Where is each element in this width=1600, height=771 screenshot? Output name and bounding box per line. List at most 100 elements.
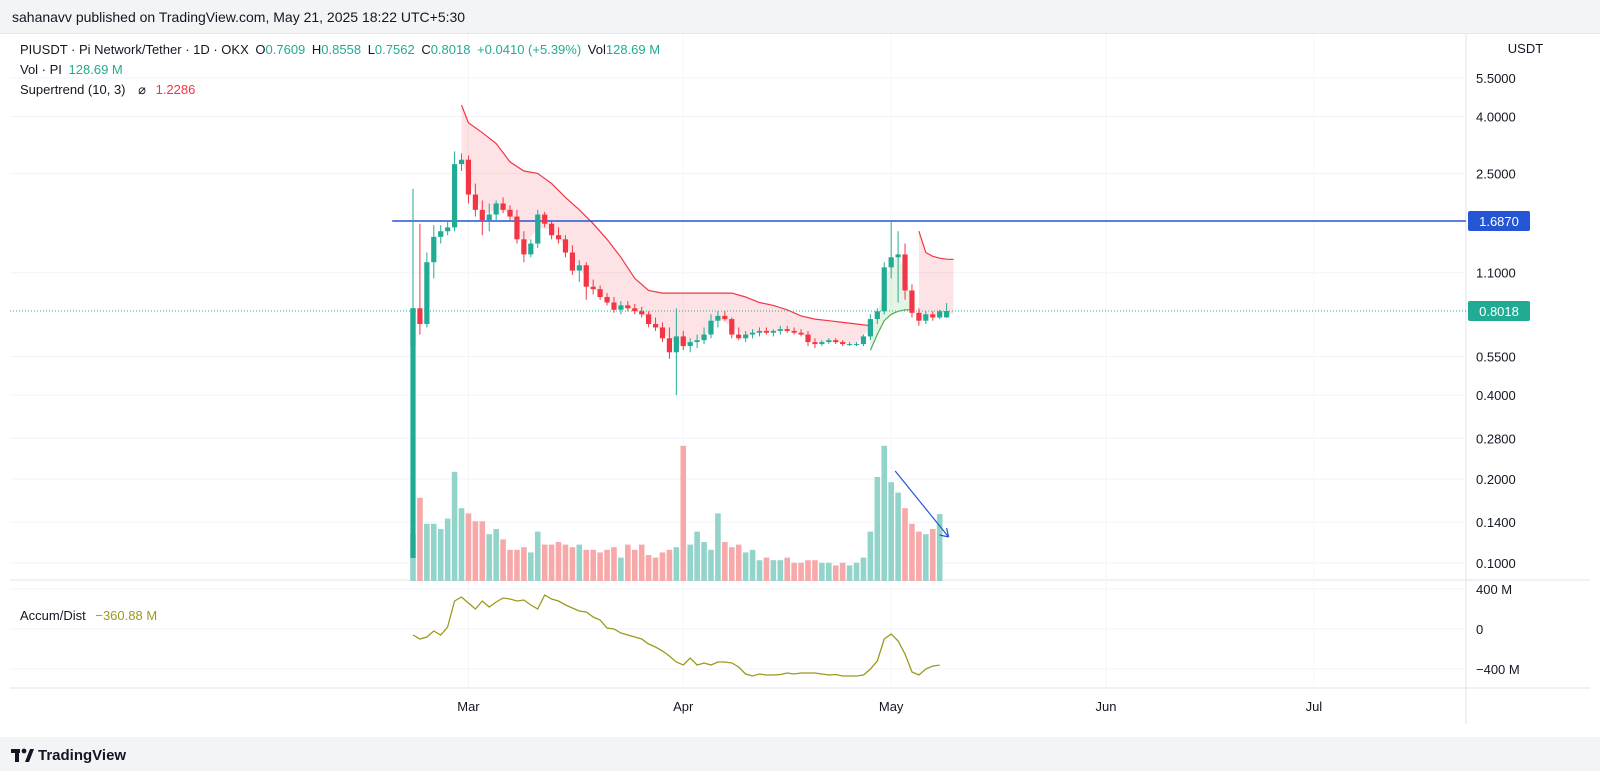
volume-bar[interactable] [673,547,680,581]
candle-body[interactable] [666,338,673,353]
candle-body[interactable] [867,319,873,337]
volume-bar[interactable] [541,544,548,581]
supertrend-bull-line[interactable] [869,309,912,351]
volume-bar[interactable] [666,549,673,581]
volume-bar[interactable] [486,534,493,581]
volume-bar[interactable] [659,552,666,581]
candle-body[interactable] [486,214,492,221]
candle-body[interactable] [909,290,915,313]
supertrend-bear-line[interactable] [460,104,871,327]
candle-body[interactable] [798,332,804,335]
volume-bar[interactable] [576,544,583,581]
volume-bar[interactable] [839,562,846,581]
candle-body[interactable] [749,332,756,335]
candle-body[interactable] [507,209,513,217]
candle-body[interactable] [944,311,950,318]
volume-bar[interactable] [597,552,603,581]
candle-body[interactable] [812,342,818,345]
volume-bar[interactable] [562,544,569,581]
accum-dist-line[interactable] [412,594,940,677]
volume-bar[interactable] [860,557,867,581]
volume-bar[interactable] [929,529,936,581]
volume-bar[interactable] [735,544,742,581]
volume-bar[interactable] [763,557,770,581]
volume-bar[interactable] [722,542,728,581]
candle-body[interactable] [701,334,707,341]
volume-bar[interactable] [853,562,860,581]
candle-body[interactable] [743,334,749,339]
candle-body[interactable] [826,340,832,343]
candle-body[interactable] [514,216,520,240]
candle-body[interactable] [722,315,728,320]
volume-bar[interactable] [472,521,479,581]
candle-body[interactable] [673,336,679,353]
tradingview-brand[interactable]: TradingView [38,747,127,764]
volume-bar[interactable] [777,560,784,581]
candle-body[interactable] [860,336,867,345]
volume-bar[interactable] [784,557,791,581]
candle-body[interactable] [652,324,659,328]
candle-body[interactable] [646,314,652,325]
volume-bar[interactable] [694,531,700,581]
candle-body[interactable] [639,311,645,315]
candle-body[interactable] [549,223,555,236]
candle-body[interactable] [763,330,770,333]
candle-body[interactable] [805,334,811,343]
candle-body[interactable] [465,159,472,195]
volume-bar[interactable] [465,513,472,581]
volume-bar[interactable] [749,549,756,581]
candle-body[interactable] [583,265,589,287]
candle-body[interactable] [528,243,534,255]
volume-bar[interactable] [479,521,486,581]
candle-body[interactable] [659,327,666,339]
candle-body[interactable] [535,214,541,244]
candle-body[interactable] [472,194,478,210]
volume-legend-line[interactable]: Vol · PI 128.69 M [20,60,663,80]
supertrend-legend-line[interactable]: Supertrend (10, 3) ⌀ 1.2286 [20,80,663,100]
candle-body[interactable] [680,336,686,347]
volume-bar[interactable] [417,497,423,581]
volume-bar[interactable] [902,508,908,581]
volume-bar[interactable] [881,445,888,581]
volume-bar[interactable] [728,547,735,581]
volume-bar[interactable] [451,471,458,581]
volume-bar[interactable] [514,549,520,581]
candle-body[interactable] [715,315,721,321]
volume-bar[interactable] [625,544,631,581]
candle-body[interactable] [424,262,430,325]
volume-bar[interactable] [680,445,687,581]
candle-body[interactable] [562,239,569,253]
volume-bar[interactable] [493,529,499,581]
volume-bar[interactable] [742,552,749,581]
symbol-legend-line[interactable]: PIUSDT · Pi Network/Tether · 1D · OKX O0… [20,40,663,60]
candle-body[interactable] [888,257,894,268]
candle-body[interactable] [687,342,693,347]
candle-body[interactable] [895,254,901,258]
volume-bar[interactable] [618,557,624,581]
candle-body[interactable] [500,203,506,210]
candle-body[interactable] [881,267,887,312]
volume-bar[interactable] [812,560,818,581]
candle-body[interactable] [729,319,735,335]
candle-body[interactable] [770,330,776,333]
volume-bar[interactable] [424,523,430,581]
candle-body[interactable] [576,265,582,271]
volume-bar[interactable] [500,539,506,581]
volume-bar[interactable] [832,565,839,581]
candle-body[interactable] [625,305,631,309]
candle-body[interactable] [611,302,617,310]
volume-bar[interactable] [631,549,638,581]
candle-body[interactable] [819,342,825,345]
candle-body[interactable] [521,239,527,255]
volume-bar[interactable] [569,547,576,581]
currency-selector[interactable]: USDT [1498,38,1553,60]
candle-body[interactable] [784,329,790,331]
accum-dist-legend[interactable]: Accum/Dist −360.88 M [20,608,157,623]
volume-bar[interactable] [604,549,610,581]
candle-body[interactable] [694,340,700,343]
volume-bar[interactable] [590,549,596,581]
candle-body[interactable] [431,236,437,263]
volume-bar[interactable] [638,544,645,581]
candle-body[interactable] [410,308,416,558]
volume-bar[interactable] [798,562,804,581]
